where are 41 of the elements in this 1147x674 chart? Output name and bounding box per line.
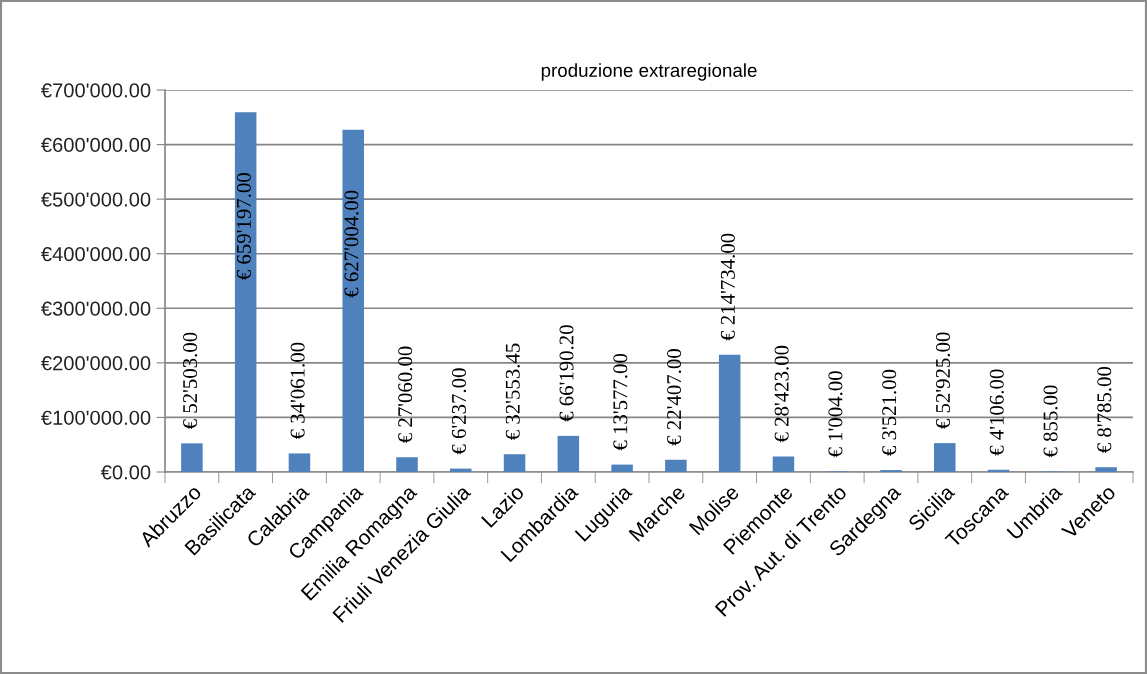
- y-tick-label: €600'000.00: [41, 137, 151, 153]
- data-label: € 6'237.00: [451, 368, 467, 455]
- y-tick-label: €0.00: [100, 465, 151, 480]
- data-label: € 13'577.00: [613, 353, 628, 451]
- y-tick-label: €100'000.00: [41, 410, 151, 425]
- data-label: € 52'503.00: [183, 332, 198, 430]
- bar: [665, 459, 687, 472]
- y-tick-label: €300'000.00: [41, 301, 151, 316]
- bar: [503, 454, 526, 472]
- bar: [342, 129, 364, 472]
- bar: [288, 453, 311, 472]
- bar: [557, 435, 580, 472]
- data-label: € 627'004.00: [344, 190, 359, 298]
- y-tick-label: €400'000.00: [41, 246, 151, 262]
- data-label: € 4'106.00: [989, 369, 1004, 456]
- chart-title: produzione extraregionale: [541, 63, 757, 81]
- data-label: € 66'190.20: [559, 325, 574, 422]
- data-label: € 8'785.00: [1097, 366, 1112, 453]
- y-tick-label: €500'000.00: [41, 192, 151, 207]
- y-tick-label: €200'000.00: [41, 356, 151, 371]
- data-label: € 22'407.00: [667, 349, 682, 446]
- bar: [934, 443, 956, 472]
- bar: [718, 354, 741, 472]
- data-label: € 855.00: [1043, 385, 1058, 458]
- bar: [1095, 467, 1117, 472]
- bar: [450, 468, 472, 472]
- data-label: € 34'061.00: [290, 342, 305, 440]
- data-label: € 1'004.00: [828, 371, 843, 458]
- bar: [234, 112, 257, 472]
- data-label: € 32'553.45: [505, 343, 520, 440]
- data-label: € 52'925.00: [935, 332, 951, 429]
- data-label: € 27'060.00: [398, 346, 413, 443]
- bar: [772, 456, 795, 472]
- bar: [611, 464, 633, 472]
- y-tick-label: €700'000.00: [41, 83, 151, 98]
- data-label: € 28'423.00: [774, 345, 789, 443]
- bar: [181, 443, 203, 472]
- data-label: € 659'197.00: [236, 173, 251, 280]
- bar: [396, 457, 418, 472]
- data-label: € 3'521.00: [882, 369, 897, 456]
- data-label: € 214'734.00: [720, 233, 735, 341]
